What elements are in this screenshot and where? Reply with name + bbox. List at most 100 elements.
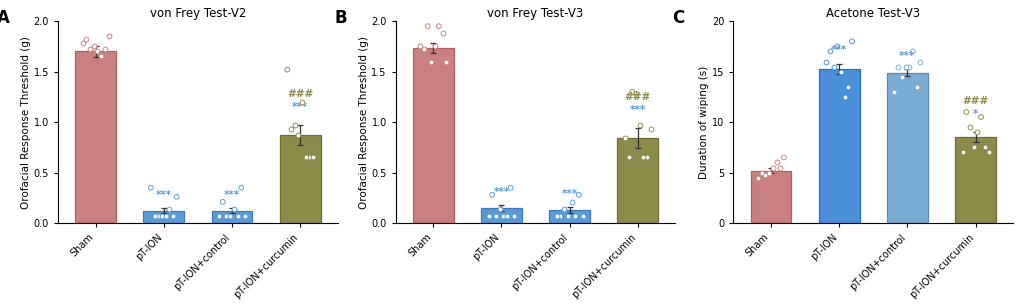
Point (961, 125, 977, 130)
Point (775, 155, 792, 160)
Point (161, 207, 177, 212)
Point (491, 207, 507, 212)
Point (293, 99, 310, 104)
Point (833, 69, 849, 74)
Point (502, 185, 519, 190)
Bar (75, 51, 116, 223)
Point (90, 49, 106, 54)
Bar (616, 138, 657, 223)
Point (484, 192, 500, 197)
Point (968, 130, 984, 135)
Point (222, 214, 238, 219)
Point (843, 39, 859, 44)
Point (767, 160, 784, 165)
Point (571, 192, 587, 197)
Point (150, 214, 166, 219)
Bar (954, 137, 995, 223)
Y-axis label: Orofacial Response Threshold (g): Orofacial Response Threshold (g) (21, 36, 31, 208)
Point (631, 123, 647, 128)
Point (911, 59, 927, 64)
Bar (818, 68, 859, 223)
Point (957, 110, 973, 115)
Point (642, 127, 658, 132)
Point (771, 165, 788, 170)
Point (434, 31, 450, 36)
Bar (413, 49, 453, 223)
Point (301, 155, 317, 160)
Point (282, 127, 299, 132)
Y-axis label: Orofacial Response Threshold (g): Orofacial Response Threshold (g) (359, 36, 368, 208)
Point (628, 91, 644, 96)
Point (889, 64, 905, 69)
Point (979, 150, 996, 155)
Point (616, 136, 633, 141)
Point (821, 49, 838, 54)
Point (635, 155, 651, 160)
Point (756, 172, 772, 177)
Y-axis label: Duration of wiping (s): Duration of wiping (s) (699, 65, 708, 179)
Point (900, 64, 916, 69)
Point (840, 84, 856, 89)
Point (817, 59, 834, 64)
Point (764, 165, 781, 170)
Point (494, 214, 511, 219)
Point (154, 214, 170, 219)
Point (620, 155, 636, 160)
Point (214, 200, 230, 204)
Point (574, 214, 590, 219)
Text: ***: *** (899, 51, 914, 61)
Point (498, 214, 515, 219)
Point (828, 44, 845, 49)
Point (218, 214, 234, 219)
Point (157, 214, 173, 219)
Title: von Frey Test-V2: von Frey Test-V2 (150, 7, 246, 20)
Text: ***: *** (224, 190, 239, 200)
Point (427, 44, 443, 49)
Point (749, 175, 765, 180)
Point (236, 214, 253, 219)
Point (487, 214, 503, 219)
Text: B: B (334, 9, 346, 27)
Point (229, 214, 246, 219)
Point (423, 59, 439, 64)
Point (897, 64, 913, 69)
Text: ***: *** (156, 190, 171, 200)
Text: ###: ### (624, 92, 650, 102)
Title: von Frey Test-V3: von Frey Test-V3 (487, 7, 583, 20)
Point (416, 47, 432, 52)
Point (559, 214, 576, 219)
Point (975, 145, 991, 150)
Text: C: C (672, 9, 684, 27)
Point (168, 194, 184, 199)
Point (908, 84, 924, 89)
Point (289, 133, 306, 138)
Point (305, 155, 321, 160)
Point (165, 214, 181, 219)
Text: ***: *** (493, 187, 510, 197)
Bar (481, 208, 522, 223)
Text: ***: *** (291, 102, 308, 112)
Bar (548, 210, 590, 223)
Text: ***: *** (629, 105, 645, 115)
Point (886, 89, 902, 94)
Point (412, 44, 428, 49)
Point (893, 74, 909, 79)
Point (624, 89, 640, 94)
Point (82, 47, 98, 52)
Bar (211, 211, 252, 223)
Bar (750, 171, 791, 223)
Point (836, 94, 852, 99)
Text: ###: ### (962, 96, 987, 106)
Point (279, 67, 296, 72)
Point (430, 24, 446, 29)
Point (78, 37, 95, 42)
Point (954, 150, 970, 155)
Point (86, 44, 102, 49)
Bar (887, 73, 927, 223)
Text: *: * (972, 109, 977, 119)
Point (225, 207, 242, 212)
Text: ###: ### (286, 89, 313, 99)
Text: A: A (0, 9, 9, 27)
Point (567, 214, 583, 219)
Point (286, 123, 303, 128)
